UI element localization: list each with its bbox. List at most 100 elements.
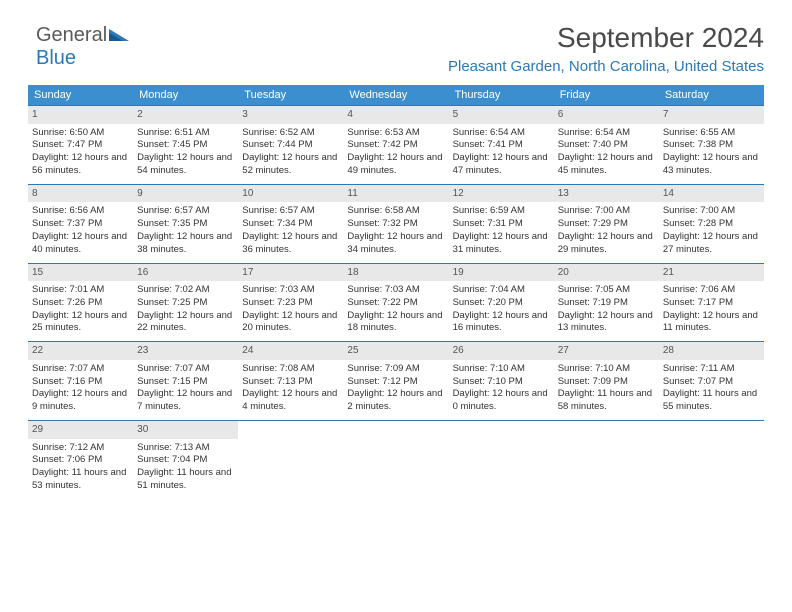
sunrise-text: Sunrise: 7:06 AM [663,284,760,297]
day-header: Wednesday [343,85,448,105]
daylight-text: Daylight: 11 hours and 55 minutes. [663,388,760,414]
sunset-text: Sunset: 7:42 PM [347,139,444,152]
day-header: Thursday [449,85,554,105]
sunrise-text: Sunrise: 6:55 AM [663,127,760,140]
daylight-text: Daylight: 12 hours and 4 minutes. [242,388,339,414]
sunset-text: Sunset: 7:47 PM [32,139,129,152]
day-number: 29 [28,421,133,439]
day-number: 2 [133,106,238,124]
day-number: 1 [28,106,133,124]
day-number: 13 [554,185,659,203]
sunset-text: Sunset: 7:28 PM [663,218,760,231]
sunrise-text: Sunrise: 7:07 AM [32,363,129,376]
calendar-cell: 29Sunrise: 7:12 AMSunset: 7:06 PMDayligh… [28,420,133,499]
sunset-text: Sunset: 7:10 PM [453,376,550,389]
page-header: September 2024 Pleasant Garden, North Ca… [28,22,764,75]
sunrise-text: Sunrise: 7:00 AM [663,205,760,218]
day-number: 11 [343,185,448,203]
day-header: Saturday [659,85,764,105]
calendar-cell: 2Sunrise: 6:51 AMSunset: 7:45 PMDaylight… [133,105,238,184]
day-number: 4 [343,106,448,124]
sunrise-text: Sunrise: 7:05 AM [558,284,655,297]
sunrise-text: Sunrise: 6:56 AM [32,205,129,218]
daylight-text: Daylight: 12 hours and 29 minutes. [558,231,655,257]
daylight-text: Daylight: 12 hours and 11 minutes. [663,310,760,336]
day-number: 10 [238,185,343,203]
calendar-cell: 26Sunrise: 7:10 AMSunset: 7:10 PMDayligh… [449,341,554,420]
day-header: Monday [133,85,238,105]
sunset-text: Sunset: 7:12 PM [347,376,444,389]
sunset-text: Sunset: 7:22 PM [347,297,444,310]
daylight-text: Daylight: 12 hours and 9 minutes. [32,388,129,414]
daylight-text: Daylight: 12 hours and 43 minutes. [663,152,760,178]
sunrise-text: Sunrise: 7:03 AM [242,284,339,297]
sunset-text: Sunset: 7:25 PM [137,297,234,310]
sunset-text: Sunset: 7:45 PM [137,139,234,152]
sunset-text: Sunset: 7:44 PM [242,139,339,152]
sunrise-text: Sunrise: 7:10 AM [558,363,655,376]
calendar-cell: 11Sunrise: 6:58 AMSunset: 7:32 PMDayligh… [343,184,448,263]
sunrise-text: Sunrise: 6:50 AM [32,127,129,140]
calendar-cell: 25Sunrise: 7:09 AMSunset: 7:12 PMDayligh… [343,341,448,420]
daylight-text: Daylight: 12 hours and 0 minutes. [453,388,550,414]
day-number: 17 [238,264,343,282]
sunrise-text: Sunrise: 7:13 AM [137,442,234,455]
day-number: 20 [554,264,659,282]
day-number: 14 [659,185,764,203]
daylight-text: Daylight: 12 hours and 25 minutes. [32,310,129,336]
sunrise-text: Sunrise: 7:03 AM [347,284,444,297]
daylight-text: Daylight: 12 hours and 31 minutes. [453,231,550,257]
daylight-text: Daylight: 12 hours and 13 minutes. [558,310,655,336]
calendar-cell-empty [238,420,343,499]
sunrise-text: Sunrise: 6:51 AM [137,127,234,140]
day-number: 7 [659,106,764,124]
sunset-text: Sunset: 7:37 PM [32,218,129,231]
day-number: 24 [238,342,343,360]
sunset-text: Sunset: 7:40 PM [558,139,655,152]
sunrise-text: Sunrise: 7:10 AM [453,363,550,376]
sunrise-text: Sunrise: 7:00 AM [558,205,655,218]
daylight-text: Daylight: 12 hours and 22 minutes. [137,310,234,336]
sunrise-text: Sunrise: 7:11 AM [663,363,760,376]
day-number: 21 [659,264,764,282]
daylight-text: Daylight: 12 hours and 18 minutes. [347,310,444,336]
calendar-cell: 7Sunrise: 6:55 AMSunset: 7:38 PMDaylight… [659,105,764,184]
month-title: September 2024 [28,22,764,54]
day-number: 5 [449,106,554,124]
calendar-cell: 17Sunrise: 7:03 AMSunset: 7:23 PMDayligh… [238,263,343,342]
calendar-cell: 23Sunrise: 7:07 AMSunset: 7:15 PMDayligh… [133,341,238,420]
sunset-text: Sunset: 7:16 PM [32,376,129,389]
sunset-text: Sunset: 7:19 PM [558,297,655,310]
sunrise-text: Sunrise: 7:01 AM [32,284,129,297]
sunrise-text: Sunrise: 6:57 AM [242,205,339,218]
calendar-cell: 8Sunrise: 6:56 AMSunset: 7:37 PMDaylight… [28,184,133,263]
calendar-cell: 22Sunrise: 7:07 AMSunset: 7:16 PMDayligh… [28,341,133,420]
day-header: Tuesday [238,85,343,105]
daylight-text: Daylight: 12 hours and 27 minutes. [663,231,760,257]
calendar-cell: 21Sunrise: 7:06 AMSunset: 7:17 PMDayligh… [659,263,764,342]
logo-triangle-icon [109,24,129,47]
daylight-text: Daylight: 11 hours and 58 minutes. [558,388,655,414]
day-number: 27 [554,342,659,360]
daylight-text: Daylight: 12 hours and 52 minutes. [242,152,339,178]
sunrise-text: Sunrise: 7:04 AM [453,284,550,297]
day-number: 12 [449,185,554,203]
daylight-text: Daylight: 12 hours and 36 minutes. [242,231,339,257]
calendar-cell: 3 Sunrise: 6:52 AMSunset: 7:44 PMDaylight… [238,105,343,184]
sunset-text: Sunset: 7:13 PM [242,376,339,389]
sunrise-text: Sunrise: 6:52 AM [242,127,339,140]
day-number: 3 [238,106,343,124]
calendar-grid: SundayMondayTuesdayWednesdayThursdayFrid… [28,85,764,499]
day-number: 30 [133,421,238,439]
calendar-cell: 18Sunrise: 7:03 AMSunset: 7:22 PMDayligh… [343,263,448,342]
daylight-text: Daylight: 12 hours and 45 minutes. [558,152,655,178]
brand-logo: General Blue [36,24,129,70]
daylight-text: Daylight: 12 hours and 38 minutes. [137,231,234,257]
sunrise-text: Sunrise: 7:12 AM [32,442,129,455]
sunset-text: Sunset: 7:29 PM [558,218,655,231]
sunset-text: Sunset: 7:15 PM [137,376,234,389]
sunrise-text: Sunrise: 6:58 AM [347,205,444,218]
day-number: 16 [133,264,238,282]
calendar-cell: 6Sunrise: 6:54 AMSunset: 7:40 PMDaylight… [554,105,659,184]
sunset-text: Sunset: 7:06 PM [32,454,129,467]
